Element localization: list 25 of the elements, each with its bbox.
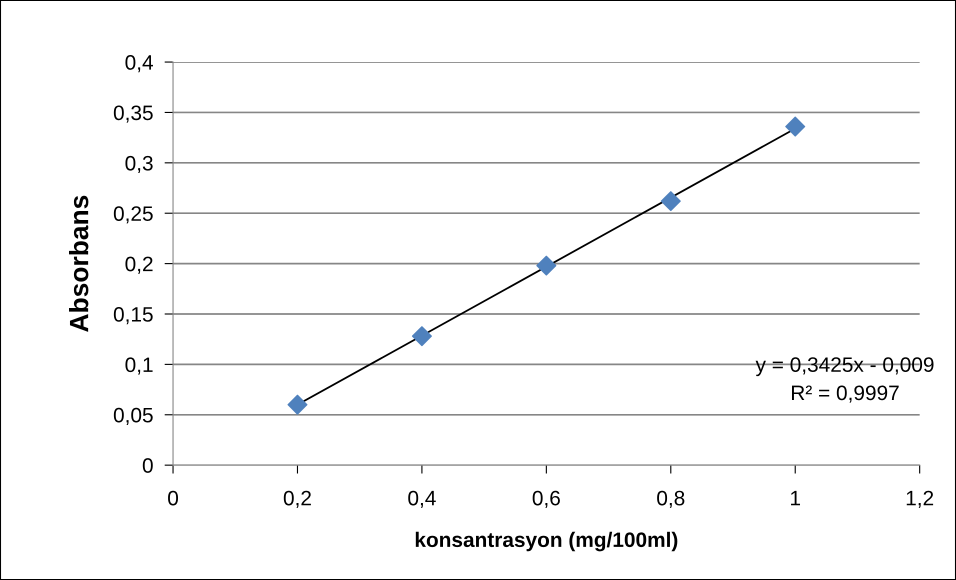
point xyxy=(536,256,556,276)
y-tick-label: 0,1 xyxy=(125,357,153,375)
point xyxy=(412,326,432,346)
y-tick-label: 0,15 xyxy=(114,307,153,324)
x-tick-label: 1,2 xyxy=(906,490,934,508)
y-tick-label: 0,35 xyxy=(114,105,153,123)
annotation: y = 0,3425x - 0,009 xyxy=(756,357,934,376)
x-tick-label: 0 xyxy=(168,490,178,506)
y-tick-label: 0,3 xyxy=(125,156,153,174)
x-tick-label: 0,2 xyxy=(284,490,311,508)
x-tick-label: 1 xyxy=(791,490,800,506)
y-tick-label: 0,05 xyxy=(114,408,153,425)
x-tick-label: 0,4 xyxy=(408,490,436,508)
point xyxy=(660,191,681,212)
annotation: R² = 0,9997 xyxy=(792,385,899,403)
y-axis-title: Absorbans xyxy=(69,196,88,332)
y-tick-label: 0,2 xyxy=(125,256,153,274)
point xyxy=(287,394,308,415)
y-tick-label: 0,25 xyxy=(114,206,153,224)
x-axis-title: konsantrasyon (mg/100ml) xyxy=(416,532,678,552)
y-tick-label: 0,4 xyxy=(125,55,153,72)
point xyxy=(785,116,806,137)
x-tick-label: 0,8 xyxy=(657,490,684,508)
y-tick-label: 0 xyxy=(142,458,153,473)
x-tick-label: 0,6 xyxy=(532,490,560,508)
